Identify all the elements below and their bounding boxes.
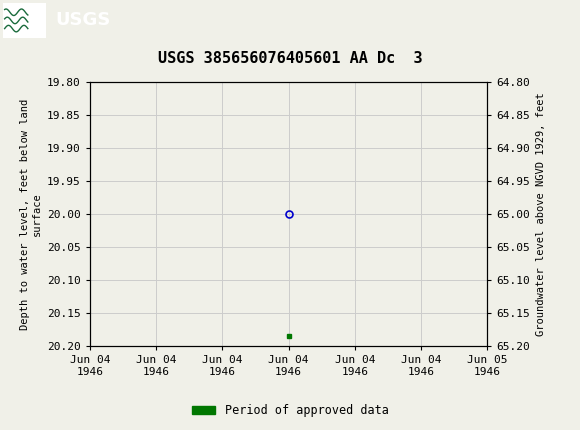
FancyBboxPatch shape: [3, 3, 46, 37]
Legend: Period of approved data: Period of approved data: [187, 399, 393, 422]
Text: USGS: USGS: [55, 12, 110, 29]
Text: USGS 385656076405601 AA Dc  3: USGS 385656076405601 AA Dc 3: [158, 51, 422, 65]
Y-axis label: Depth to water level, feet below land
surface: Depth to water level, feet below land su…: [20, 98, 42, 329]
Y-axis label: Groundwater level above NGVD 1929, feet: Groundwater level above NGVD 1929, feet: [535, 92, 546, 336]
